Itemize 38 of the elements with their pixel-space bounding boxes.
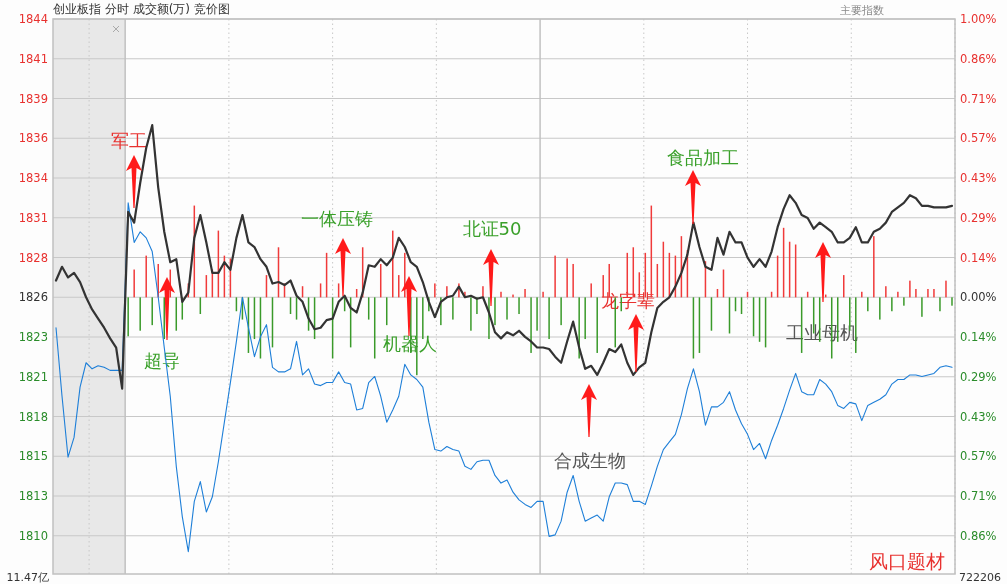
y-tick-label: 1821 <box>18 369 48 384</box>
y2-tick-label: 0.29% <box>960 210 997 225</box>
y-tick-label: 1826 <box>18 290 48 305</box>
y2-tick-label: 0.14% <box>960 330 997 345</box>
y-tick-label: 1831 <box>18 210 48 225</box>
y-tick-label: 1844 <box>18 12 48 27</box>
y-tick-label: 1818 <box>18 409 48 424</box>
y2-tick-label: 0.57% <box>960 131 997 146</box>
y-tick-label: 1836 <box>18 131 48 146</box>
annotation: 军工 <box>111 130 147 151</box>
y-tick-label: 1823 <box>18 330 48 345</box>
y2-tick-label: 0.86% <box>960 51 997 66</box>
y-tick-label: 1828 <box>18 250 48 265</box>
y-tick-label: 1834 <box>18 171 48 186</box>
annotation: 风口题材 <box>869 550 945 572</box>
y-tick-label: 1810 <box>18 528 48 543</box>
y2-tick-label: 0.00% <box>960 290 997 305</box>
y-tick-label: 1841 <box>18 51 48 66</box>
y2-tick-label: 0.29% <box>960 369 997 384</box>
text: 722206 <box>959 571 1001 584</box>
y2-tick-label: 0.71% <box>960 489 997 504</box>
y2-tick-label: 0.57% <box>960 449 997 464</box>
y-tick-label: 1813 <box>18 489 48 504</box>
y2-tick-label: 0.14% <box>960 250 997 265</box>
annotation: 北证50 <box>462 218 522 239</box>
y-tick-label: 1839 <box>18 91 48 106</box>
annotation: 一体压铸 <box>301 208 373 229</box>
y2-tick-label: 0.86% <box>960 528 997 543</box>
annotation: 食品加工 <box>667 147 739 168</box>
text: 主要指数 <box>840 4 884 17</box>
y2-tick-label: 0.71% <box>960 91 997 106</box>
y2-tick-label: 1.00% <box>960 12 997 27</box>
y-tick-label: 1815 <box>18 449 48 464</box>
text: 11.47亿 <box>6 571 49 584</box>
y2-tick-label: 0.43% <box>960 409 997 424</box>
annotation: 合成生物 <box>554 450 626 471</box>
chart-title: 创业板指 分时 成交额(万) 竞价图 <box>53 2 230 16</box>
y2-tick-label: 0.43% <box>960 171 997 186</box>
